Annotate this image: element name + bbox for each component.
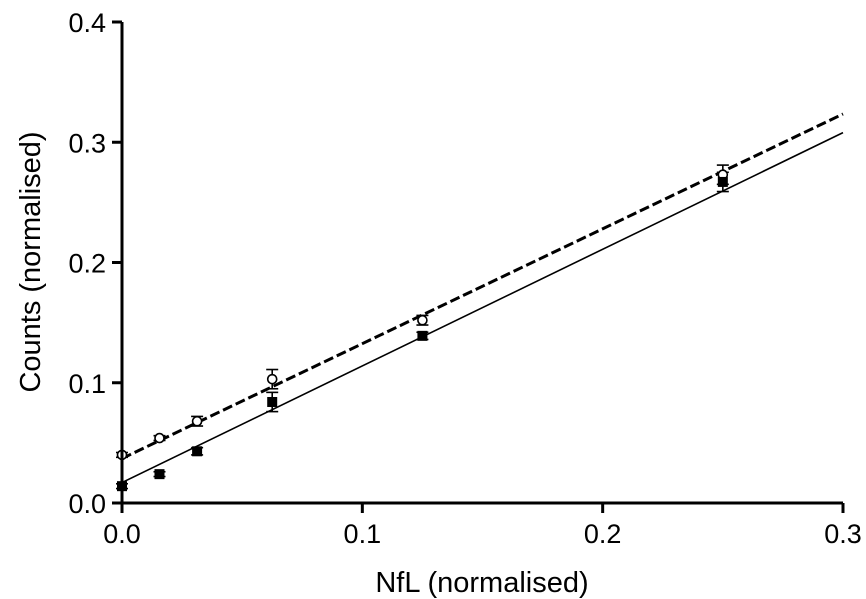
y-tick-label: 0.0 bbox=[68, 489, 106, 519]
data-point-circle bbox=[417, 314, 428, 326]
y-tick-label: 0.4 bbox=[68, 8, 106, 38]
x-axis-title: NfL (normalised) bbox=[375, 567, 588, 599]
data-point-square bbox=[154, 469, 165, 480]
data-point-square bbox=[267, 396, 278, 407]
data-point-square bbox=[717, 176, 728, 187]
data-point-circle bbox=[154, 432, 165, 444]
data-point-circle bbox=[266, 373, 278, 385]
x-tick-label: 0.1 bbox=[344, 519, 382, 549]
data-point-square bbox=[192, 446, 203, 457]
y-tick-label: 0.1 bbox=[68, 369, 106, 399]
ticks: 0.0 0.1 0.2 0.3 0.0 0.1 0.2 0.3 0.4 bbox=[68, 8, 861, 549]
y-tick-label: 0.2 bbox=[68, 249, 106, 279]
x-tick-label: 0.2 bbox=[584, 519, 622, 549]
data-markers bbox=[116, 169, 729, 492]
fit-line-series-1 bbox=[121, 131, 844, 484]
x-tick-label: 0.3 bbox=[824, 519, 862, 549]
y-axis-title: Counts (normalised) bbox=[15, 131, 47, 392]
fit-line-series-0 bbox=[121, 112, 844, 460]
fit-lines bbox=[121, 112, 844, 484]
data-point-square bbox=[417, 330, 428, 341]
y-tick-label: 0.3 bbox=[68, 128, 106, 158]
x-tick-label: 0.0 bbox=[103, 519, 141, 549]
data-point-circle bbox=[191, 415, 203, 427]
